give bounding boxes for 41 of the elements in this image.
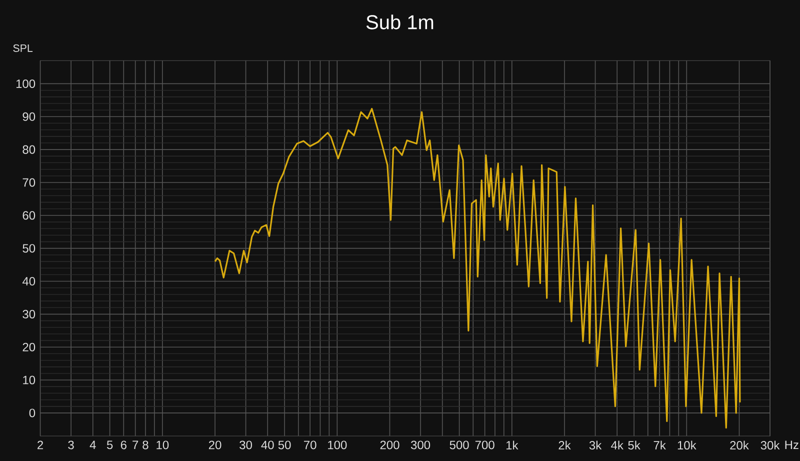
y-tick-label: 70 [22,178,36,187]
x-tick-label: 30 [240,440,252,450]
x-tick-label: 4k [611,440,624,450]
chart-title: Sub 1m [366,14,434,30]
x-tick-label: 100 [328,440,347,450]
x-tick-label: 700 [475,440,494,450]
x-tick-label: 2 [38,440,43,450]
y-tick-label: 20 [22,342,36,352]
x-tick-label: 7 [132,440,138,449]
x-tick-label: 20 [208,440,222,450]
x-tick-label: 5k [628,440,640,450]
x-tick-label: 10k [678,440,696,450]
x-tick-label: 1k [506,440,518,450]
x-tick-label: 70 [304,440,316,450]
x-tick-label: 30k [760,440,780,450]
y-tick-label: 10 [23,376,36,384]
x-tick-label: 2k [558,440,571,450]
y-tick-label: 60 [22,211,36,220]
x-tick-label: 10 [156,440,169,450]
x-tick-label: 40 [261,440,274,450]
y-tick-label: 0 [29,408,36,418]
x-tick-label: 7k [654,440,666,450]
x-tick-label: 5 [106,440,113,450]
y-tick-label: 50 [22,244,36,253]
x-tick-label: 4 [90,440,96,449]
x-tick-label: 3k [589,440,602,450]
x-tick-label: 200 [380,440,400,450]
x-tick-label: 300 [410,440,430,450]
y-tick-label: 90 [22,112,36,121]
x-tick-label: 500 [450,440,469,450]
x-axis-title: Hz [785,440,798,449]
y-axis-title: SPL [13,44,33,52]
x-tick-label: 3 [68,440,74,450]
y-tick-label: 40 [22,277,36,286]
x-tick-label: 6 [120,440,126,450]
x-tick-label: 50 [278,440,291,450]
x-tick-label: 20k [730,440,749,450]
y-tick-label: 80 [22,145,36,154]
x-tick-label: 8 [142,440,148,450]
y-tick-label: 30 [22,310,36,318]
y-tick-label: 100 [16,79,36,88]
